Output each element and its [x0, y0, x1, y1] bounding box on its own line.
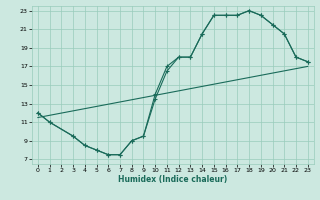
X-axis label: Humidex (Indice chaleur): Humidex (Indice chaleur)	[118, 175, 228, 184]
